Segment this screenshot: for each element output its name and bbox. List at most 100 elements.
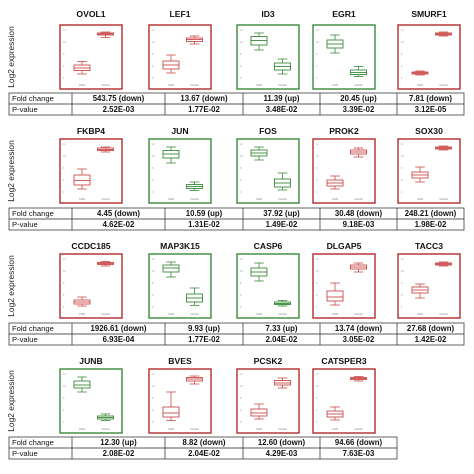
category-label-control: Control (354, 427, 363, 431)
category-label-control: Control (190, 197, 199, 201)
category-label-control: Control (278, 427, 287, 431)
panel-frame-lef1 (148, 24, 212, 90)
tick-label: 4 (240, 421, 242, 424)
category-label-control: Control (439, 197, 448, 201)
category-label-control: Control (278, 312, 287, 316)
category-label-control: Control (190, 312, 199, 316)
gene-title-ccdc185: CCDC185 (71, 241, 110, 251)
category-label-control: Control (101, 427, 110, 431)
gene-title-smurf1: SMURF1 (411, 9, 447, 19)
panel-smurf1: SMURF1 12 10 8 6 4 CAIS Control (397, 9, 461, 90)
panel-frame-dlgap5 (312, 253, 376, 319)
gene-title-dlgap5: DLGAP5 (327, 241, 362, 251)
tick-label: 12 (240, 143, 243, 146)
tick-label: 12 (152, 373, 155, 376)
tick-label: 10 (63, 270, 66, 273)
tick-label: 6 (401, 179, 403, 182)
panel-bves: BVES 12 10 8 6 4 CAIS Control (148, 356, 212, 434)
tick-label: 12 (63, 258, 66, 261)
tick-label: 12 (152, 258, 155, 261)
category-label-control: Control (101, 312, 110, 316)
tick-label: 4 (152, 421, 154, 424)
gene-title-catsper3: CATSPER3 (321, 356, 366, 366)
category-label-control: Control (439, 312, 448, 316)
tick-label: 6 (240, 409, 242, 412)
tick-label: 8 (240, 282, 242, 285)
fold-change-ovol1: 543.75 (down) (93, 94, 145, 103)
tick-label: 10 (63, 385, 66, 388)
panel-dlgap5: DLGAP5 12 10 8 6 4 CAIS Control (312, 241, 376, 319)
panel-id3: ID3 12 10 8 6 4 CAIS Control (236, 9, 300, 90)
category-label-control: Control (278, 197, 287, 201)
fold-change-ccdc185: 1926.61 (down) (91, 324, 147, 333)
row-label-p-value: P-value (12, 105, 38, 114)
panel-prok2: PROK2 12 10 8 6 4 CAIS Control (312, 126, 376, 204)
tick-label: 8 (316, 397, 318, 400)
gene-title-jun: JUN (171, 126, 188, 136)
tick-label: 12 (316, 373, 319, 376)
category-label-cais: CAIS (168, 83, 174, 87)
gene-title-ovol1: OVOL1 (76, 9, 105, 19)
tick-label: 8 (316, 282, 318, 285)
row-label-p-value: P-value (12, 220, 38, 229)
category-label-cais: CAIS (417, 197, 423, 201)
panel-pcsk2: PCSK2 12 10 8 6 4 CAIS Control (236, 356, 300, 434)
tick-label: 6 (316, 65, 318, 68)
y-axis-label: Log2 expression (6, 255, 16, 317)
tick-label: 8 (152, 53, 154, 56)
panel-junb: JUNB 12 10 8 6 4 CAIS Control (59, 356, 123, 434)
tick-label: 10 (152, 270, 155, 273)
panel-frame-map3k15 (148, 253, 212, 319)
tick-label: 6 (152, 294, 154, 297)
category-label-cais: CAIS (332, 83, 338, 87)
p-value-map3k15: 1.77E-02 (188, 335, 220, 344)
panel-casp6: CASP6 12 10 8 6 4 CAIS Control (236, 241, 300, 319)
category-label-cais: CAIS (256, 197, 262, 201)
tick-label: 8 (401, 53, 403, 56)
tick-label: 8 (63, 397, 65, 400)
tick-label: 12 (316, 143, 319, 146)
stats-table-1: Fold change P-value 543.75 (down) 2.52E-03 1… (8, 92, 465, 116)
tick-label: 4 (63, 306, 65, 309)
tick-label: 8 (152, 167, 154, 170)
category-label-control: Control (354, 312, 363, 316)
tick-label: 8 (63, 167, 65, 170)
category-label-cais: CAIS (168, 197, 174, 201)
tick-label: 10 (152, 41, 155, 44)
tick-label: 10 (152, 385, 155, 388)
gene-title-bves: BVES (168, 356, 192, 366)
p-value-dlgap5: 3.05E-02 (343, 335, 375, 344)
tick-label: 6 (240, 65, 242, 68)
panel-frame-egr1 (312, 24, 376, 90)
tick-label: 12 (63, 373, 66, 376)
fold-change-fos: 37.92 (up) (263, 209, 300, 218)
tick-label: 4 (316, 306, 318, 309)
tick-label: 12 (316, 258, 319, 261)
gene-title-junb: JUNB (79, 356, 102, 366)
gene-title-tacc3: TACC3 (415, 241, 443, 251)
p-value-tacc3: 1.42E-02 (415, 335, 447, 344)
panel-frame-ovol1 (59, 24, 123, 90)
fold-change-fkbp4: 4.45 (down) (97, 209, 140, 218)
p-value-lef1: 1.77E-02 (188, 105, 220, 114)
p-value-jun: 1.31E-02 (188, 220, 220, 229)
category-label-control: Control (101, 197, 110, 201)
panel-frame-sox30 (397, 138, 461, 204)
p-value-prok2: 9.18E-03 (343, 220, 375, 229)
stats-table-2: Fold change P-value 4.45 (down) 4.62E-02 10.… (8, 207, 465, 231)
stats-table-3: Fold change P-value 1926.61 (down) 6.93E-04… (8, 322, 465, 346)
tick-label: 8 (240, 397, 242, 400)
p-value-catsper3: 7.63E-03 (343, 449, 375, 458)
tick-label: 4 (63, 191, 65, 194)
p-value-junb: 2.08E-02 (103, 449, 135, 458)
gene-title-pcsk2: PCSK2 (254, 356, 283, 366)
tick-label: 12 (240, 258, 243, 261)
panel-frame-casp6 (236, 253, 300, 319)
tick-label: 6 (240, 294, 242, 297)
panel-egr1: EGR1 12 10 8 6 4 CAIS Control (312, 9, 376, 90)
tick-label: 8 (63, 53, 65, 56)
category-label-control: Control (354, 197, 363, 201)
tick-label: 6 (316, 294, 318, 297)
p-value-ovol1: 2.52E-03 (103, 105, 135, 114)
